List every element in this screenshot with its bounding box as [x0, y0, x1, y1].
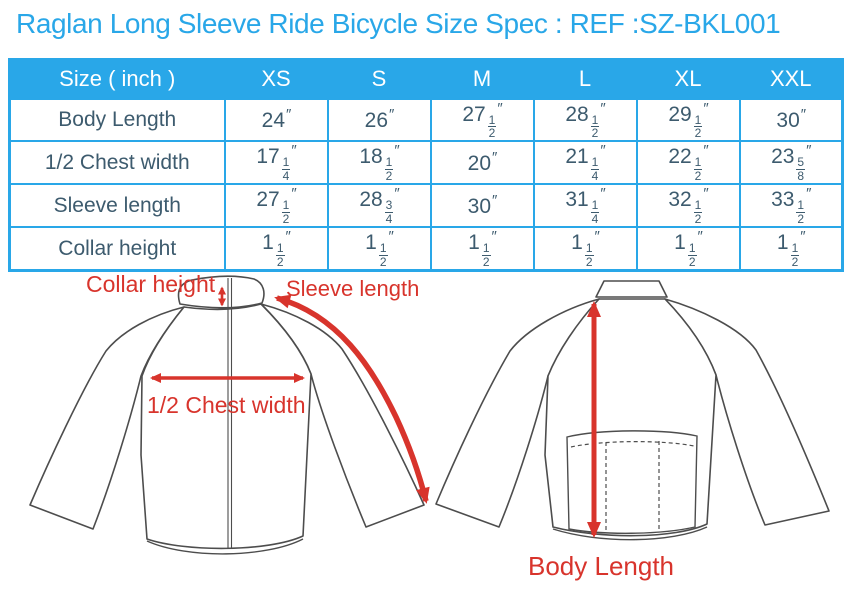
chest-width-label: 1/2 Chest width [147, 392, 306, 418]
size-column-header: L [532, 58, 638, 100]
size-value-cell: 33 1 2 ″ [738, 183, 844, 229]
size-value-cell: 17 1 4 ″ [223, 140, 329, 186]
size-column-header: XL [635, 58, 741, 100]
measurement-label: Collar height [8, 226, 226, 272]
size-value-cell: 24″ [223, 97, 329, 143]
table-row: Collar height 1 1 2 ″ 1 1 2 ″ 1 1 2 ″ 1 1 2 ″ 1 1 2 ″ 1 1 2 ″ [8, 226, 844, 272]
body-length-label: Body Length [528, 551, 674, 581]
size-column-header: S [326, 58, 432, 100]
size-value-cell: 1 1 2 ″ [532, 226, 638, 272]
size-table-header: Size ( inch ) XS S M L XL XXL [8, 58, 844, 100]
size-value-cell: 1 1 2 ″ [326, 226, 432, 272]
table-row: Sleeve length 27 1 2 ″ 28 3 4 ″ 30″ 31 1 4 ″ 32 1 2 ″ 33 1 2… [8, 183, 844, 229]
table-row: Body Length 24″ 26″ 27 1 2 ″ 28 1 2 ″ 29 1 2 ″ 30″ [8, 97, 844, 143]
size-value-cell: 22 1 2 ″ [635, 140, 741, 186]
header-row: Size ( inch ) XS S M L XL XXL [8, 58, 844, 100]
size-value-cell: 31 1 4 ″ [532, 183, 638, 229]
size-column-header: XXL [738, 58, 844, 100]
size-value-cell: 20″ [429, 140, 535, 186]
size-table-body: Body Length 24″ 26″ 27 1 2 ″ 28 1 2 ″ 29 1 2 ″ 30″ 1/2 C… [8, 97, 844, 272]
sleeve-length-arrow [274, 294, 430, 504]
size-value-cell: 1 1 2 ″ [635, 226, 741, 272]
size-value-cell: 28 3 4 ″ [326, 183, 432, 229]
size-value-cell: 30″ [738, 97, 844, 143]
size-spec-table: Size ( inch ) XS S M L XL XXL Body Length 24″ 26… [8, 58, 844, 273]
size-value-cell: 26″ [326, 97, 432, 143]
size-value-cell: 23 5 8 ″ [738, 140, 844, 186]
measurement-label: Body Length [8, 97, 226, 143]
table-row: 1/2 Chest width 17 1 4 ″ 18 1 2 ″ 20″ 21 1 4 ″ 22 1 2 ″ 23… [8, 140, 844, 186]
size-value-cell: 1 1 2 ″ [738, 226, 844, 272]
jersey-measurement-diagram: Collar height Sleeve length 1/2 Chest wi… [29, 271, 830, 581]
size-value-cell: 27 1 2 ″ [429, 97, 535, 143]
size-value-cell: 30″ [429, 183, 535, 229]
back-collar [595, 280, 668, 298]
size-value-cell: 21 1 4 ″ [532, 140, 638, 186]
front-zipper [227, 278, 233, 549]
collar-height-label: Collar height [86, 271, 216, 297]
size-value-cell: 18 1 2 ″ [326, 140, 432, 186]
size-value-cell: 1 1 2 ″ [429, 226, 535, 272]
sleeve-length-label: Sleeve length [286, 276, 419, 301]
page-title: Raglan Long Sleeve Ride Bicycle Size Spe… [16, 8, 781, 39]
back-jersey-outline [435, 280, 830, 541]
measurement-label: Sleeve length [8, 183, 226, 229]
size-value-cell: 1 1 2 ″ [223, 226, 329, 272]
size-value-cell: 28 1 2 ″ [532, 97, 638, 143]
size-unit-header: Size ( inch ) [8, 58, 226, 100]
size-column-header: M [429, 58, 535, 100]
size-value-cell: 27 1 2 ″ [223, 183, 329, 229]
size-value-cell: 32 1 2 ″ [635, 183, 741, 229]
size-column-header: XS [223, 58, 329, 100]
measurement-label: 1/2 Chest width [8, 140, 226, 186]
size-value-cell: 29 1 2 ″ [635, 97, 741, 143]
